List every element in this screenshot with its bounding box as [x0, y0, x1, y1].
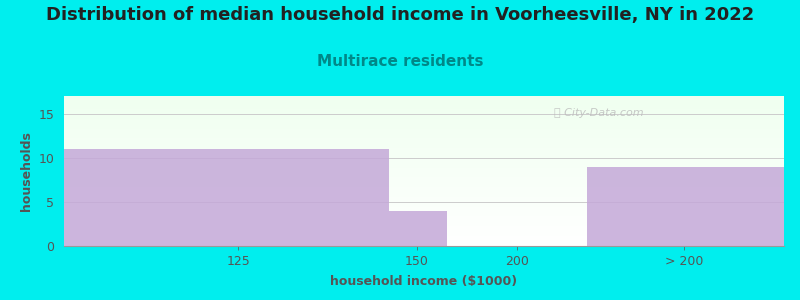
Y-axis label: households: households [20, 131, 33, 211]
Bar [586, 167, 784, 246]
Bar [64, 149, 389, 246]
Text: Multirace residents: Multirace residents [317, 54, 483, 69]
Text: Distribution of median household income in Voorheesville, NY in 2022: Distribution of median household income … [46, 6, 754, 24]
Bar [389, 211, 447, 246]
Text: Ⓢ City-Data.com: Ⓢ City-Data.com [554, 108, 643, 118]
Text: household income ($1000): household income ($1000) [330, 275, 518, 288]
